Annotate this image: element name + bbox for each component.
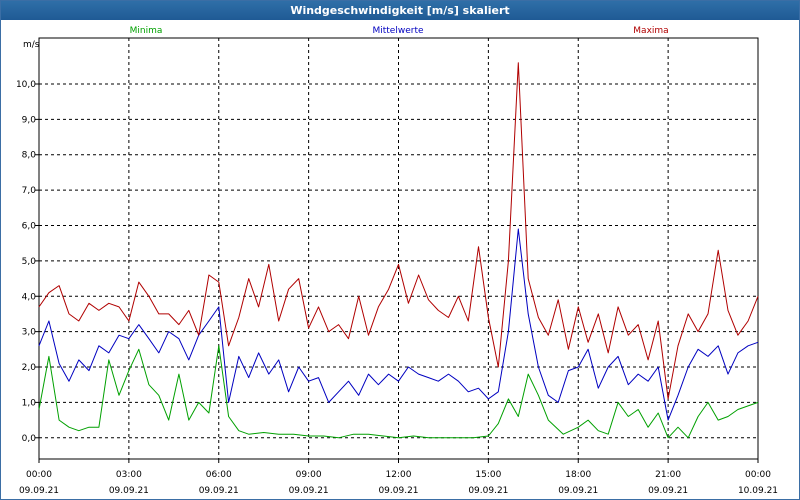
grid-lines	[39, 38, 758, 459]
data-series	[38, 62, 759, 439]
window-title: Windgeschwindigkeit [m/s] skaliert	[1, 1, 799, 20]
x-tick-date: 10.09.21	[738, 486, 778, 496]
x-tick-time: 06:00	[206, 470, 232, 480]
y-axis-ticks: 0,0 1,0 2,0 3,0 4,0 5,0 6,0 7,0 8,0 9,0 10,0	[16, 80, 39, 444]
x-tick-time: 18:00	[565, 470, 591, 480]
x-tick-time: 03:00	[116, 470, 142, 480]
y-tick-label: 9,0	[22, 115, 37, 125]
series-line-mittelwerte	[38, 228, 759, 421]
y-tick-label: 4,0	[22, 292, 37, 302]
x-tick-time: 21:00	[655, 470, 681, 480]
y-tick-label: 1,0	[22, 398, 37, 408]
y-tick-label: 8,0	[22, 151, 37, 161]
x-tick-time: 09:00	[296, 470, 322, 480]
x-tick-date: 09.09.21	[289, 486, 329, 496]
series-line-minima	[38, 345, 759, 439]
x-tick-date: 09.09.21	[378, 486, 418, 496]
x-tick-time: 00:00	[26, 470, 52, 480]
x-tick-date: 09.09.21	[648, 486, 688, 496]
legend-maxima: Maxima	[633, 26, 668, 36]
y-tick-label: 3,0	[22, 328, 37, 338]
y-tick-label: 10,0	[16, 80, 36, 90]
x-tick-date: 09.09.21	[109, 486, 149, 496]
legend-mittelwerte: Mittelwerte	[372, 26, 423, 36]
y-tick-label: 0,0	[22, 434, 37, 444]
y-tick-label: 7,0	[22, 186, 37, 196]
x-tick-date: 09.09.21	[558, 486, 598, 496]
x-tick-date: 09.09.21	[468, 486, 508, 496]
x-tick-time: 12:00	[386, 470, 412, 480]
x-tick-time: 15:00	[475, 470, 501, 480]
y-tick-label: 5,0	[22, 257, 37, 267]
x-tick-date: 09.09.21	[19, 486, 59, 496]
x-tick-time: 00:00	[745, 470, 771, 480]
y-tick-label: 2,0	[22, 363, 37, 373]
y-axis-unit: m/s	[23, 40, 40, 50]
series-line-maxima	[38, 62, 759, 400]
y-tick-label: 6,0	[22, 222, 37, 232]
x-tick-date: 09.09.21	[199, 486, 239, 496]
legend-minima: Minima	[130, 26, 163, 36]
x-axis-ticks: 00:00 09.09.21 03:00 09.09.21 06:00 09.09.21 0…	[19, 459, 778, 496]
